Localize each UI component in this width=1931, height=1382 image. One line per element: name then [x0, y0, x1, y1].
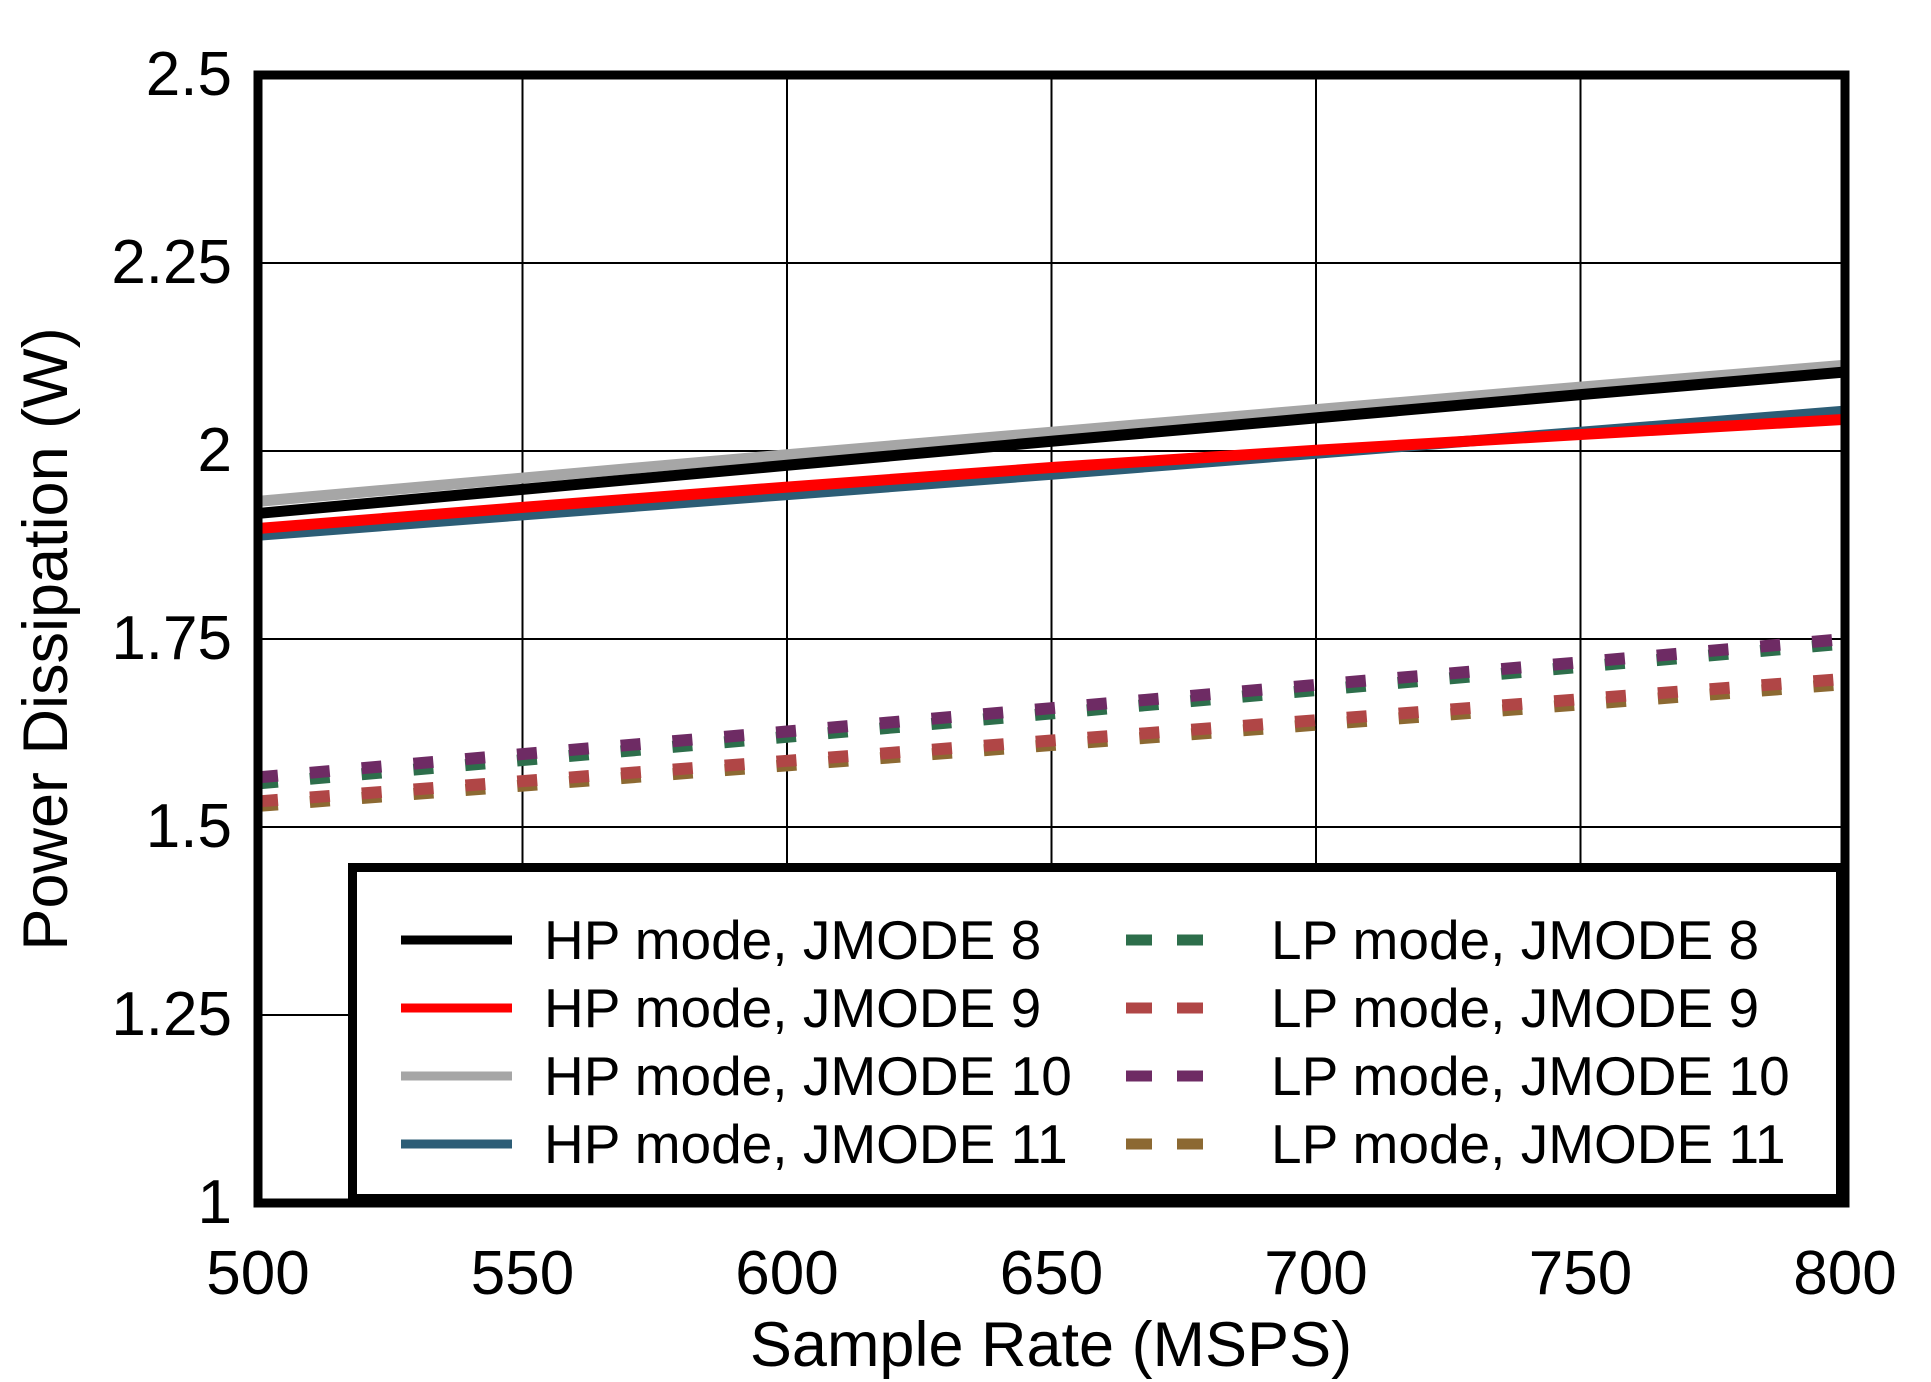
series-line-hp-jmode-8 [257, 366, 1846, 519]
legend-swatch-dashed-line [1126, 1070, 1203, 1082]
legend-swatch-dashed-line [1126, 934, 1203, 946]
legend-label: LP mode, JMODE 11 [1271, 1113, 1786, 1175]
legend-swatch-solid-line [401, 935, 512, 945]
x-tick-label: 650 [999, 1239, 1104, 1308]
legend-label: HP mode, JMODE 11 [544, 1113, 1068, 1175]
y-tick-label: 2.25 [111, 228, 232, 297]
x-tick-label: 700 [1264, 1239, 1368, 1308]
series-line-lp-jmode-9 [257, 672, 1846, 808]
legend-swatch-solid-line [401, 1139, 512, 1149]
y-tick-label: 2 [197, 416, 232, 485]
legend-swatch-dashed-line [1126, 1002, 1203, 1014]
legend-row: HP mode, JMODE 11 LP mode, JMODE 11 [357, 1110, 1836, 1178]
y-tick-label: 1 [197, 1168, 232, 1237]
legend-swatch-solid-line [401, 1003, 512, 1013]
legend-label: HP mode, JMODE 10 [544, 1045, 1072, 1107]
legend: HP mode, JMODE 8 LP mode, JMODE 8 HP mode,… [348, 863, 1845, 1203]
x-tick-label: 600 [735, 1239, 839, 1308]
legend-swatch-solid-line [401, 1071, 512, 1081]
x-tick-label: 500 [206, 1239, 310, 1308]
y-tick-label: 2.5 [145, 40, 232, 109]
x-tick-label: 800 [1793, 1239, 1897, 1308]
legend-swatch-dashed-line [1126, 1138, 1203, 1150]
x-axis-title: Sample Rate (MSPS) [749, 1310, 1353, 1380]
legend-label: LP mode, JMODE 8 [1271, 909, 1760, 971]
series-line-lp-jmode-10 [257, 633, 1846, 784]
x-tick-label: 750 [1528, 1239, 1633, 1308]
series-line-hp-jmode-9 [257, 413, 1846, 534]
legend-label: LP mode, JMODE 9 [1271, 977, 1760, 1039]
legend-label: HP mode, JMODE 8 [544, 909, 1042, 971]
legend-inner: HP mode, JMODE 8 LP mode, JMODE 8 HP mode,… [357, 872, 1836, 1194]
legend-label: HP mode, JMODE 9 [544, 977, 1042, 1039]
y-tick-label: 1.5 [145, 792, 232, 861]
x-tick-label: 550 [470, 1239, 575, 1308]
y-tick-label: 1.75 [111, 604, 232, 673]
legend-row: HP mode, JMODE 10 LP mode, JMODE 10 [357, 1042, 1836, 1110]
legend-label: LP mode, JMODE 10 [1271, 1045, 1790, 1107]
y-tick-label: 1.25 [111, 980, 232, 1049]
series-line-hp-jmode-10 [257, 359, 1846, 507]
legend-row: HP mode, JMODE 9 LP mode, JMODE 9 [357, 974, 1836, 1042]
legend-row: HP mode, JMODE 8 LP mode, JMODE 8 [357, 906, 1836, 974]
plot-border [253, 70, 1850, 1208]
